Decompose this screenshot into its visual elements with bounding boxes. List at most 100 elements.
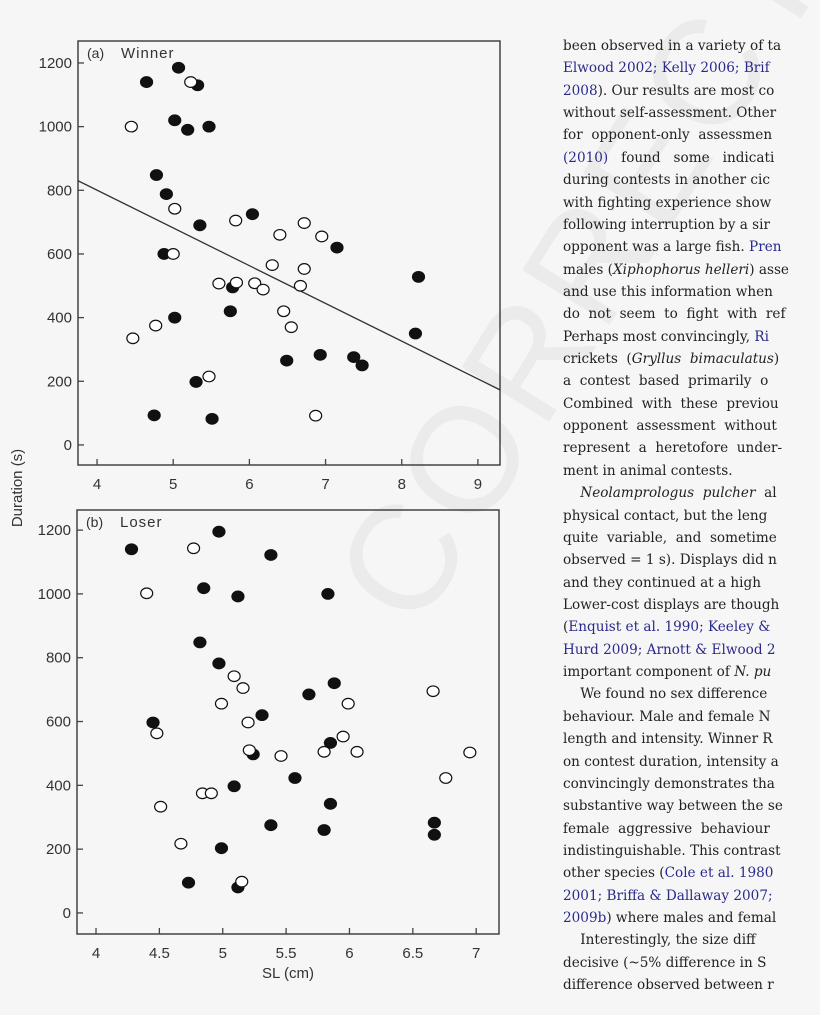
filled-data-point [317,824,331,836]
citation-link[interactable]: Pren [749,239,782,256]
text-line: (Enquist et al. 1990; Keeley & [563,616,770,638]
text-segment: without self-assessment. Other [563,105,777,122]
x-tick-label: 6 [245,476,253,493]
filled-data-point [223,305,237,318]
text-segment: indistinguishable. This contrast [563,842,781,859]
filled-data-point [202,120,216,133]
text-segment: We found no sex difference [563,686,768,703]
open-data-point [336,730,350,743]
open-data-point [227,670,241,683]
plot-frame [76,509,500,935]
plot-frame [77,40,501,466]
regression-line [77,180,501,391]
text-segment: found some indicati [608,149,775,166]
text-segment: convincingly demonstrates tha [563,775,775,792]
open-data-point [439,772,453,784]
filled-data-point [264,819,278,832]
filled-data-point [139,76,154,88]
filled-data-point [212,657,226,670]
x-tick-label: 7 [472,945,480,962]
panel-title: Winner [121,45,175,62]
text-segment: quite variable, and sometime [563,529,777,546]
open-data-point [140,587,154,600]
open-data-point [277,305,291,318]
text-segment: ( [563,619,569,636]
text-segment [563,485,580,501]
text-line: We found no sex difference [563,683,767,705]
text-line: 2009b) where males and femal [563,907,776,929]
open-data-point [248,277,262,290]
citation-link[interactable]: 2009b [563,910,607,927]
filled-data-point [197,582,211,595]
text-line: Neolamprologus pulcher al [563,482,776,504]
text-segment: opponent was a large fish. [563,239,750,256]
y-axis-label: Duration (s) [9,449,26,527]
x-tick-label: 4.5 [149,945,170,962]
citation-link[interactable]: Enquist et al. 1990; Keeley & [568,619,771,636]
text-line: important component of N. pu [563,661,771,683]
panel-label: (a) [87,45,104,61]
text-segment: female aggressive behaviour [563,820,770,837]
citation-link[interactable]: Cole et al. 1980 [664,865,774,882]
text-line: quite variable, and sometime [563,527,777,549]
x-tick-label: 6.5 [402,945,423,962]
citation-link[interactable]: (2010) [563,149,609,166]
text-segment: Interestingly, the size diff [563,932,756,949]
citation-link[interactable]: Ri [754,328,769,345]
x-tick-label: 8 [398,476,406,493]
open-data-point [229,214,243,227]
open-data-point [236,682,250,694]
filled-data-point [245,208,260,221]
x-axis-label: SL (cm) [262,965,314,982]
filled-data-point [313,348,327,361]
text-line: Lower-cost displays are though [563,594,779,616]
open-data-point [186,542,201,555]
text-line: a contest based primarily o [563,370,768,392]
text-segment: difference observed between r [563,977,774,994]
text-line: 2001; Briffa & Dallaway 2007; [563,885,773,907]
citation-link[interactable]: Elwood 2002; Kelly 2006; Brif [563,60,770,77]
filled-data-point [189,376,203,388]
x-tick-label: 7 [321,476,329,493]
y-tick-label: 1000 [39,119,72,136]
citation-link[interactable]: 2001; Briffa & Dallaway 2007; [563,887,773,904]
text-line: been observed in a variety of ta [563,35,781,57]
filled-data-point [355,359,369,372]
text-line: following interruption by a sir [563,214,770,236]
open-data-point [184,76,198,88]
text-line: behaviour. Male and female N [563,706,771,728]
text-segment: opponent assessment without [563,418,777,435]
y-tick-label: 0 [64,437,72,454]
filled-data-point [280,354,294,367]
text-line: physical contact, but the leng [563,505,767,527]
y-tick-label: 200 [47,373,72,390]
text-line: ment in animal contests. [563,460,733,482]
filled-data-point [159,188,173,201]
open-data-point [242,744,256,757]
citation-link[interactable]: 2008 [563,82,598,99]
text-line: and use this information when [563,281,773,303]
x-tick-label: 6 [345,945,353,962]
filled-data-point [227,780,241,793]
open-data-point [174,837,188,850]
text-segment: for opponent-only assessmen [563,127,773,144]
panel-label: (b) [86,514,103,530]
text-segment: ) [773,351,780,368]
y-tick-label: 0 [63,905,71,922]
text-line: length and intensity. Winner R [563,728,773,750]
text-segment: Combined with these previou [563,395,779,412]
open-data-point [315,230,329,243]
open-data-point [202,370,216,383]
filled-data-point [181,876,196,889]
text-segment: behaviour. Male and female N [563,708,771,725]
body-text-column: been observed in a variety of ta Elwood 2… [563,35,820,1015]
citation-link[interactable]: Hurd 2009; Arnott & Elwood 2 [563,641,776,658]
open-data-point [265,259,279,271]
filled-data-point [330,241,344,254]
text-segment: during contests in another cic [563,172,770,189]
filled-data-point [288,772,302,784]
open-data-point [284,321,298,334]
text-segment: following interruption by a sir [563,216,770,233]
filled-data-point [124,543,139,556]
filled-data-point [347,351,361,363]
